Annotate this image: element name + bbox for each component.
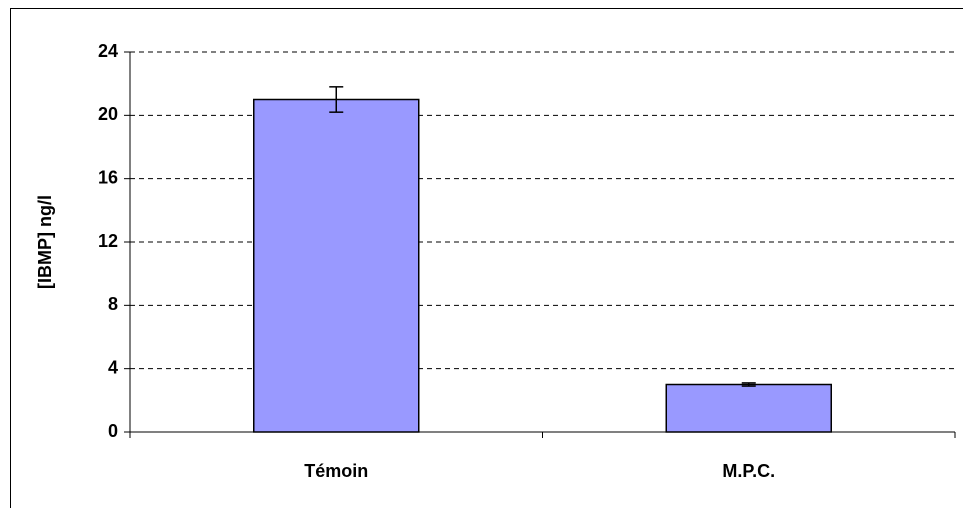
chart-frame [10,8,963,508]
x-tick-label: M.P.C. [722,461,775,481]
y-tick-label: 20 [98,104,118,124]
x-tick-label: Témoin [304,461,368,481]
y-tick-label: 8 [108,294,118,314]
y-tick-label: 4 [108,357,118,377]
y-tick-label: 12 [98,231,118,251]
y-tick-label: 16 [98,167,118,187]
bar [253,98,420,433]
y-axis-label: [IBMP] ng/l [35,195,55,289]
y-tick-label: 0 [108,421,118,441]
y-tick-label: 24 [98,41,118,61]
bar [665,383,832,433]
